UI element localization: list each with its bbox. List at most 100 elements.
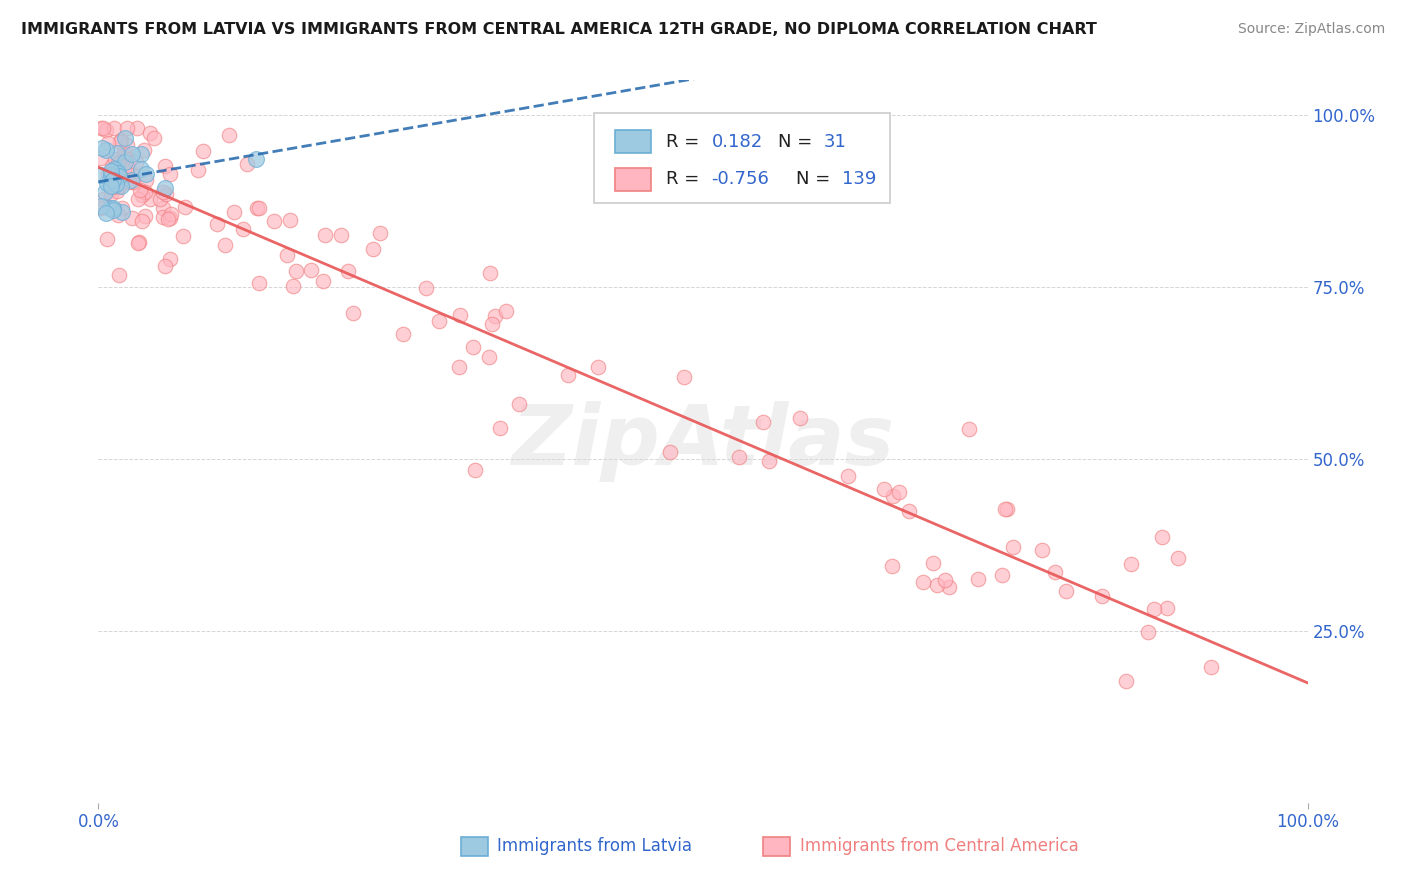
Point	[107, 156, 129, 170]
Point	[342, 306, 364, 320]
Point	[278, 213, 301, 227]
Point	[118, 175, 141, 189]
Point	[121, 211, 143, 225]
Point	[837, 469, 859, 483]
Point	[1054, 583, 1077, 598]
Point	[361, 242, 384, 256]
Point	[91, 121, 114, 136]
Point	[887, 485, 910, 500]
Point	[232, 221, 254, 235]
Point	[752, 415, 775, 429]
Point	[108, 179, 131, 194]
Point	[105, 161, 128, 176]
Point	[128, 235, 150, 250]
Point	[911, 574, 934, 589]
Point	[927, 578, 949, 592]
Point	[311, 274, 333, 288]
Point	[112, 145, 135, 160]
Point	[263, 214, 285, 228]
FancyBboxPatch shape	[595, 112, 890, 203]
Text: 0.182: 0.182	[711, 133, 762, 151]
Point	[155, 186, 177, 201]
Point	[96, 176, 118, 190]
Point	[105, 184, 128, 198]
Point	[159, 168, 181, 182]
Point	[173, 201, 195, 215]
Point	[131, 214, 153, 228]
Point	[107, 166, 129, 180]
Point	[100, 168, 122, 182]
Point	[107, 169, 129, 183]
Point	[101, 202, 124, 217]
Bar	[614, 168, 651, 191]
Point	[114, 154, 136, 169]
Point	[246, 202, 269, 216]
Point	[481, 318, 503, 332]
Point	[449, 308, 471, 322]
Bar	[614, 130, 651, 153]
Point	[103, 161, 125, 176]
Point	[789, 410, 811, 425]
Point	[329, 227, 352, 242]
Point	[336, 263, 359, 277]
Point	[873, 482, 896, 496]
Point	[727, 450, 749, 464]
Point	[135, 167, 157, 181]
Point	[368, 226, 391, 240]
Point	[415, 281, 437, 295]
Point	[100, 187, 122, 202]
Point	[138, 127, 160, 141]
Point	[100, 178, 122, 193]
Point	[882, 489, 904, 503]
Point	[121, 147, 143, 161]
Bar	[461, 838, 488, 855]
Point	[938, 581, 960, 595]
Point	[107, 208, 129, 222]
Point	[94, 185, 117, 199]
Point	[90, 168, 112, 182]
Point	[103, 173, 125, 187]
Text: N =: N =	[778, 133, 818, 151]
Point	[1119, 557, 1142, 571]
Text: 139: 139	[842, 170, 876, 188]
Point	[990, 567, 1012, 582]
Bar	[763, 838, 790, 855]
Point	[299, 263, 322, 277]
Point	[129, 183, 152, 197]
Text: ZipAtlas: ZipAtlas	[512, 401, 894, 482]
Point	[235, 157, 257, 171]
Point	[98, 201, 121, 215]
Point	[205, 217, 228, 231]
Point	[1002, 540, 1025, 554]
Point	[94, 143, 117, 157]
Point	[91, 192, 114, 206]
Point	[129, 161, 152, 176]
Point	[1167, 550, 1189, 565]
Point	[464, 463, 486, 477]
Point	[110, 153, 132, 167]
Point	[120, 165, 142, 179]
Point	[111, 201, 134, 215]
Point	[994, 502, 1017, 516]
Text: Immigrants from Central America: Immigrants from Central America	[800, 838, 1078, 855]
Point	[112, 162, 135, 177]
Text: -0.756: -0.756	[711, 170, 769, 188]
Point	[1091, 590, 1114, 604]
Point	[187, 162, 209, 177]
Point	[125, 121, 148, 136]
Point	[156, 211, 179, 226]
Point	[90, 199, 112, 213]
Point	[245, 153, 267, 167]
Point	[1136, 624, 1159, 639]
Point	[131, 187, 153, 202]
Point	[90, 151, 112, 165]
Point	[249, 276, 271, 290]
Point	[478, 266, 501, 280]
Point	[152, 186, 174, 200]
Point	[134, 185, 156, 199]
Point	[247, 201, 270, 215]
Point	[1031, 542, 1053, 557]
Point	[658, 445, 681, 459]
Point	[449, 359, 471, 374]
Point	[143, 130, 166, 145]
